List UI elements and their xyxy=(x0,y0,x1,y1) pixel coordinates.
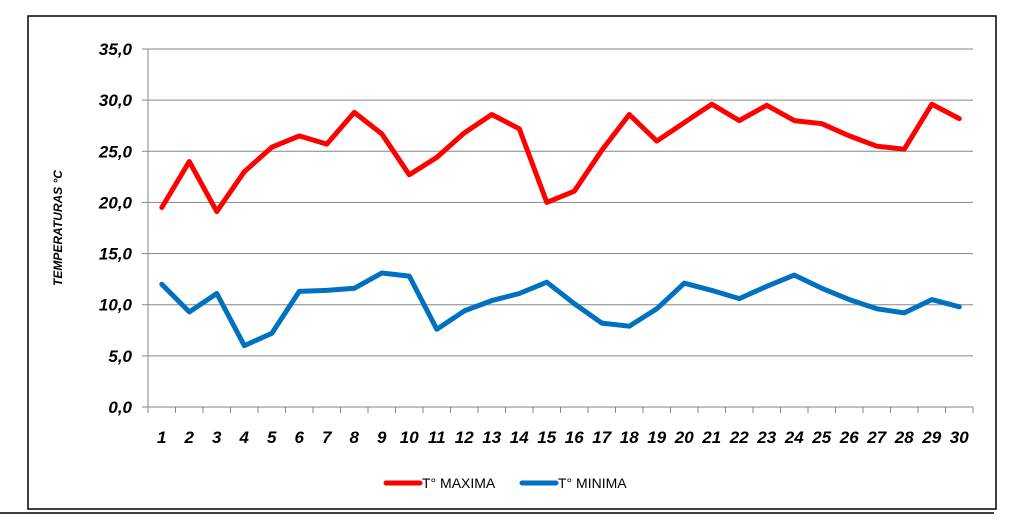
x-tick-label: 20 xyxy=(674,428,694,447)
chart-border xyxy=(27,15,997,510)
x-tick-label: 26 xyxy=(839,428,859,447)
x-tick-label: 15 xyxy=(537,428,556,447)
y-tick-label: 15,0 xyxy=(99,245,133,264)
x-tick-label: 3 xyxy=(212,428,222,447)
legend-label: T° MAXIMA xyxy=(422,475,496,491)
x-tick-label: 10 xyxy=(400,428,419,447)
x-tick-label: 25 xyxy=(811,428,831,447)
x-tick-label: 14 xyxy=(510,428,529,447)
legend-label: T° MINIMA xyxy=(558,475,627,491)
y-axis-label: TEMPERATURAS °C xyxy=(51,170,65,286)
x-tick-label: 2 xyxy=(184,428,195,447)
y-tick-label: 35,0 xyxy=(99,40,133,59)
grid-lines xyxy=(148,48,973,357)
axes xyxy=(142,48,974,413)
x-tick-label: 8 xyxy=(350,428,360,447)
legend: T° MAXIMA T° MINIMA xyxy=(383,475,627,491)
y-tick-label: 30,0 xyxy=(99,91,133,110)
series-line-min xyxy=(159,270,962,349)
y-tick-label: 25,0 xyxy=(98,142,133,161)
series-lines xyxy=(159,101,962,349)
x-tick-label: 13 xyxy=(482,428,501,447)
y-tick-labels: 0,0 5,0 10,0 15,0 20,0 25,0 30,0 35,0 xyxy=(98,40,133,417)
x-tick-label: 19 xyxy=(647,428,666,447)
y-tick-label: 0,0 xyxy=(108,398,132,417)
x-tick-label: 11 xyxy=(428,428,446,447)
x-tick-label: 30 xyxy=(950,428,969,447)
x-tick-label: 1 xyxy=(157,428,166,447)
y-tick-label: 5,0 xyxy=(108,347,132,366)
x-tick-label: 24 xyxy=(784,428,804,447)
x-tick-label: 22 xyxy=(729,428,749,447)
x-tick-label: 29 xyxy=(921,428,941,447)
x-tick-label: 18 xyxy=(620,428,639,447)
x-tick-label: 17 xyxy=(592,428,612,447)
x-tick-label: 12 xyxy=(455,428,474,447)
x-tick-label: 16 xyxy=(565,428,584,447)
x-tick-label: 6 xyxy=(295,428,305,447)
x-tick-label: 23 xyxy=(756,428,776,447)
series-line-max xyxy=(159,101,962,215)
x-tick-label: 5 xyxy=(267,428,277,447)
y-tick-label: 20,0 xyxy=(98,193,133,212)
x-tick-label: 4 xyxy=(239,428,250,447)
x-tick-label: 27 xyxy=(866,428,887,447)
x-tick-labels: 1 2 3 4 5 6 7 8 9 10 11 12 13 14 15 16 17 18 19 20 21 22 23 24 2… xyxy=(157,428,969,447)
x-tick-label: 28 xyxy=(894,428,914,447)
x-tick-label: 21 xyxy=(701,428,721,447)
x-tick-label: 7 xyxy=(322,428,333,447)
x-tick-label: 9 xyxy=(377,428,387,447)
y-tick-label: 10,0 xyxy=(99,296,133,315)
